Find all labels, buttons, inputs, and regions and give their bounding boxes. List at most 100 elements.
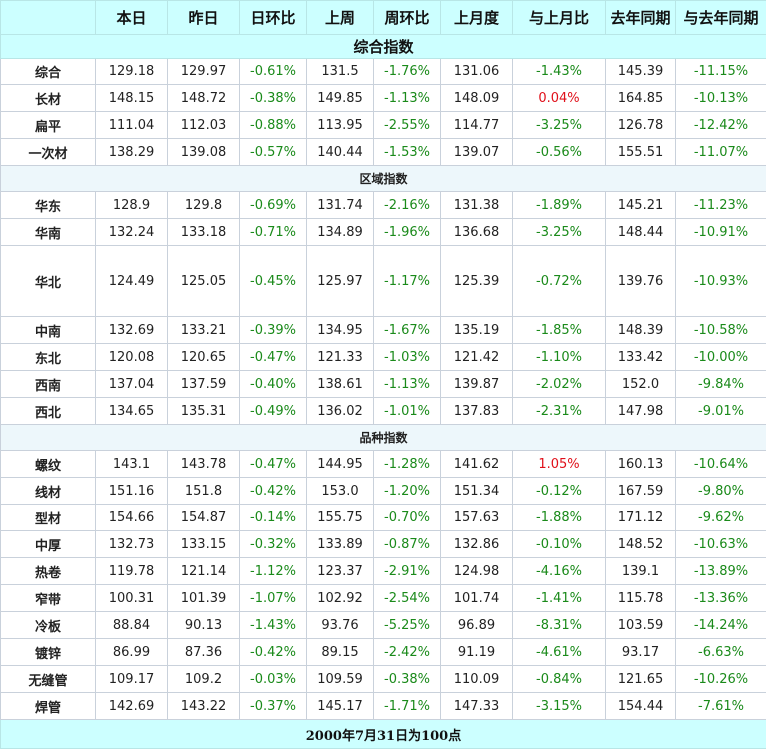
value-cell: 89.15 [307, 639, 374, 666]
value-cell: 148.44 [606, 219, 676, 246]
value-cell: 151.34 [441, 478, 513, 505]
value-cell: 124.49 [96, 246, 168, 317]
change-cell: -4.16% [513, 558, 606, 585]
column-header: 日环比 [240, 1, 307, 35]
value-cell: 138.29 [96, 139, 168, 166]
change-cell: -0.14% [240, 505, 307, 531]
value-cell: 109.59 [307, 666, 374, 693]
value-cell: 133.89 [307, 531, 374, 558]
change-cell: -13.36% [676, 585, 766, 612]
change-cell: -0.57% [240, 139, 307, 166]
change-cell: -10.13% [676, 85, 766, 112]
change-cell: -2.31% [513, 398, 606, 425]
value-cell: 102.92 [307, 585, 374, 612]
base-note: 2000年7月31日为100点 [1, 720, 766, 749]
change-cell: -3.25% [513, 219, 606, 246]
section-header-row: 综合指数 [1, 35, 766, 59]
change-cell: -8.31% [513, 612, 606, 639]
change-cell: -1.89% [513, 192, 606, 219]
change-cell: -2.91% [374, 558, 441, 585]
change-cell: -5.25% [374, 612, 441, 639]
row-name: 综合 [1, 59, 96, 85]
change-cell: -2.16% [374, 192, 441, 219]
change-cell: -9.80% [676, 478, 766, 505]
change-cell: -1.10% [513, 344, 606, 371]
change-cell: -1.71% [374, 693, 441, 720]
row-name: 西北 [1, 398, 96, 425]
value-cell: 136.68 [441, 219, 513, 246]
value-cell: 145.17 [307, 693, 374, 720]
change-cell: -0.42% [240, 639, 307, 666]
change-cell: -1.28% [374, 451, 441, 478]
change-cell: -0.37% [240, 693, 307, 720]
column-header: 与上月比 [513, 1, 606, 35]
change-cell: -0.69% [240, 192, 307, 219]
change-cell: -1.43% [240, 612, 307, 639]
value-cell: 132.86 [441, 531, 513, 558]
value-cell: 121.14 [168, 558, 240, 585]
value-cell: 154.44 [606, 693, 676, 720]
change-cell: -9.84% [676, 371, 766, 398]
change-cell: -3.15% [513, 693, 606, 720]
value-cell: 126.78 [606, 112, 676, 139]
value-cell: 124.98 [441, 558, 513, 585]
column-header: 本日 [96, 1, 168, 35]
value-cell: 148.52 [606, 531, 676, 558]
change-cell: -0.49% [240, 398, 307, 425]
footer-row: 2000年7月31日为100点 [1, 720, 766, 749]
value-cell: 93.76 [307, 612, 374, 639]
change-cell: -1.13% [374, 371, 441, 398]
change-cell: -1.88% [513, 505, 606, 531]
value-cell: 152.0 [606, 371, 676, 398]
section-title: 区域指数 [1, 166, 766, 192]
change-cell: -9.62% [676, 505, 766, 531]
change-cell: -9.01% [676, 398, 766, 425]
row-name: 西南 [1, 371, 96, 398]
change-cell: -12.42% [676, 112, 766, 139]
column-header: 上月度 [441, 1, 513, 35]
change-cell: -1.53% [374, 139, 441, 166]
change-cell: -14.24% [676, 612, 766, 639]
value-cell: 134.65 [96, 398, 168, 425]
value-cell: 132.73 [96, 531, 168, 558]
value-cell: 119.78 [96, 558, 168, 585]
row-name: 窄带 [1, 585, 96, 612]
change-cell: -0.56% [513, 139, 606, 166]
value-cell: 125.05 [168, 246, 240, 317]
value-cell: 129.8 [168, 192, 240, 219]
change-cell: -1.67% [374, 317, 441, 344]
row-name: 无缝管 [1, 666, 96, 693]
change-cell: -10.26% [676, 666, 766, 693]
change-cell: -0.32% [240, 531, 307, 558]
value-cell: 148.09 [441, 85, 513, 112]
change-cell: -1.41% [513, 585, 606, 612]
value-cell: 125.39 [441, 246, 513, 317]
column-header: 周环比 [374, 1, 441, 35]
change-cell: -0.42% [240, 478, 307, 505]
value-cell: 147.98 [606, 398, 676, 425]
value-cell: 144.95 [307, 451, 374, 478]
value-cell: 139.07 [441, 139, 513, 166]
value-cell: 157.63 [441, 505, 513, 531]
value-cell: 132.69 [96, 317, 168, 344]
value-cell: 103.59 [606, 612, 676, 639]
change-cell: -1.96% [374, 219, 441, 246]
value-cell: 112.03 [168, 112, 240, 139]
value-cell: 131.06 [441, 59, 513, 85]
value-cell: 143.1 [96, 451, 168, 478]
change-cell: -0.03% [240, 666, 307, 693]
value-cell: 120.08 [96, 344, 168, 371]
change-cell: -4.61% [513, 639, 606, 666]
value-cell: 133.42 [606, 344, 676, 371]
row-name: 中厚 [1, 531, 96, 558]
change-cell: -1.01% [374, 398, 441, 425]
value-cell: 147.33 [441, 693, 513, 720]
